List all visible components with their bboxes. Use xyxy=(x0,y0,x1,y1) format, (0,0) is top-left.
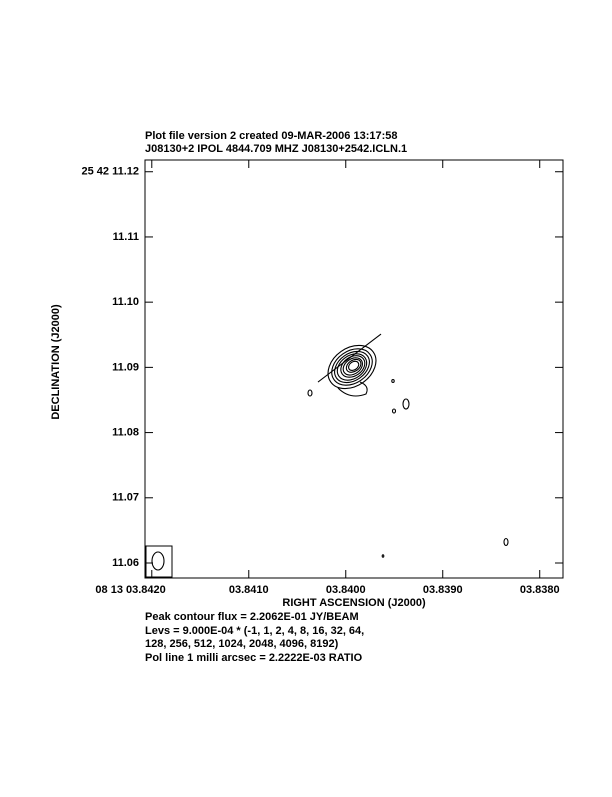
x-axis-label: RIGHT ASCENSION (J2000) xyxy=(282,597,426,609)
y-tick-label: 11.07 xyxy=(112,492,139,504)
pol-line xyxy=(317,333,382,383)
chart-subtitle: J08130+2 IPOL 4844.709 MHZ J08130+2542.I… xyxy=(145,143,407,155)
y-tick-label: 11.09 xyxy=(112,361,139,373)
contour xyxy=(334,350,370,384)
contour xyxy=(342,357,363,376)
contours xyxy=(307,333,509,558)
contour xyxy=(391,378,395,384)
contour xyxy=(331,348,373,386)
contour xyxy=(391,408,397,414)
contour xyxy=(340,355,366,378)
contour xyxy=(327,344,377,390)
x-tick-label: 03.8390 xyxy=(423,584,463,596)
y-tick-label: 11.10 xyxy=(112,296,139,308)
contour xyxy=(336,353,368,381)
contour xyxy=(348,360,360,371)
x-tick-label: 03.8410 xyxy=(229,584,269,596)
y-axis-label: DECLINATION (J2000) xyxy=(50,304,62,420)
x-tick-label: 08 13 03.8420 xyxy=(95,584,165,596)
x-tick-label: 03.8380 xyxy=(520,584,560,596)
beam xyxy=(151,551,165,571)
y-tick-label: 11.06 xyxy=(112,557,139,569)
contour xyxy=(402,398,410,410)
contour xyxy=(503,537,509,547)
annotation: Pol line 1 milli arcsec = 2.2222E-03 RAT… xyxy=(145,652,363,664)
x-tick-label: 03.8400 xyxy=(326,584,366,596)
y-tick-label: 25 42 11.12 xyxy=(81,166,139,178)
annotation: 128, 256, 512, 1024, 2048, 4096, 8192) xyxy=(145,638,339,650)
plot-frame xyxy=(144,159,564,579)
contour xyxy=(337,381,368,397)
y-tick-label: 11.08 xyxy=(112,426,139,438)
contour xyxy=(345,358,362,373)
beam-box xyxy=(145,545,173,578)
chart-title: Plot file version 2 created 09-MAR-2006 … xyxy=(145,130,398,142)
y-tick-label: 11.11 xyxy=(113,231,139,243)
annotation: Peak contour flux = 2.2062E-01 JY/BEAM xyxy=(145,611,359,623)
contour xyxy=(307,389,313,397)
annotation: Levs = 9.000E-04 * (-1, 1, 2, 4, 8, 16, … xyxy=(145,625,364,637)
contour xyxy=(381,554,385,558)
